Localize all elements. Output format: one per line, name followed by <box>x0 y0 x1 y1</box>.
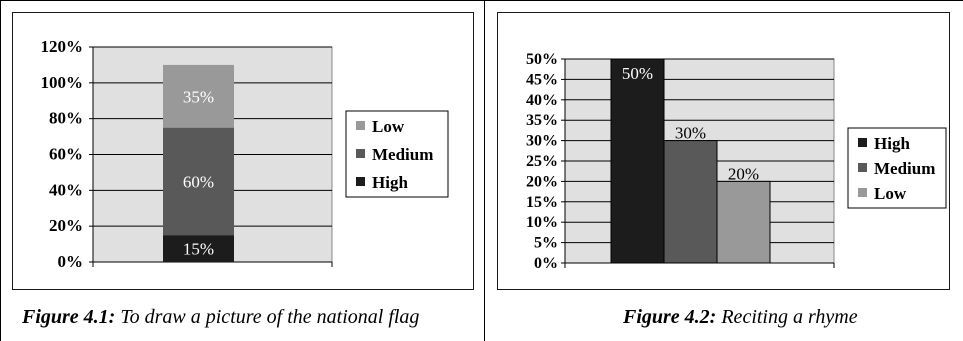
legend-swatch-high <box>356 177 365 186</box>
y-tick-label: 60% <box>49 145 83 164</box>
y-tick-label: 40% <box>49 180 83 199</box>
figure-4-2-caption: Figure 4.2: Reciting a rhyme <box>623 306 858 329</box>
bar-segment-high <box>163 235 234 262</box>
legend-label-high: High <box>372 173 408 192</box>
figure-4-1-text: To draw a picture of the national flag <box>115 306 420 328</box>
legend-swatch-medium <box>858 163 867 172</box>
bar-high <box>610 58 665 264</box>
data-label-medium: 60% <box>183 172 214 191</box>
y-tick-label: 20% <box>49 216 83 235</box>
legend-swatch-medium <box>356 149 365 158</box>
y-tick-label: 10% <box>526 214 558 231</box>
data-label-high: 15% <box>183 240 214 259</box>
legend-label-high: High <box>874 134 910 153</box>
y-tick-label: 5% <box>534 235 558 252</box>
legend-label-low: Low <box>874 184 907 203</box>
left-border <box>0 0 1 341</box>
bar-segment-low <box>163 64 234 128</box>
y-tick-label: 0% <box>534 255 558 272</box>
center-divider <box>484 0 485 341</box>
y-tick-label: 0% <box>58 252 84 271</box>
data-label-medium: 30% <box>675 124 706 143</box>
y-tick-label: 30% <box>526 133 558 150</box>
top-border <box>0 0 963 1</box>
y-tick-label: 35% <box>526 112 558 129</box>
data-label-low: 20% <box>728 164 759 183</box>
legend-label-low: Low <box>372 117 405 136</box>
y-tick-label: 80% <box>49 109 83 128</box>
y-tick-label: 45% <box>526 71 558 88</box>
legend-swatch-high <box>858 138 867 147</box>
bar-segment-medium <box>163 127 234 236</box>
chart-1: 0% 20% 40% 60% 80% 100% 120% 15% 60% 35% Low Medium… <box>41 37 449 271</box>
bar-low <box>716 180 771 264</box>
figure-4-1-caption: Figure 4.1: To draw a picture of the nat… <box>22 306 419 329</box>
y-tick-label: 15% <box>526 194 558 211</box>
data-label-low: 35% <box>183 87 214 106</box>
chart-2: 0% 5% 10% 15% 20% 25% 30% 35% 40% 45% 50% 50% 30% 20%… <box>526 51 947 272</box>
legend-swatch-low <box>858 188 867 197</box>
figure-4-1-number: Figure 4.1: <box>22 306 116 328</box>
y-tick-label: 20% <box>526 173 558 190</box>
figure-4-2-text: Reciting a rhyme <box>716 306 858 328</box>
legend-label-medium: Medium <box>874 159 935 178</box>
legend-swatch-low <box>356 121 365 130</box>
y-tick-label: 25% <box>526 153 558 170</box>
y-tick-label: 100% <box>41 73 84 92</box>
data-label-high: 50% <box>622 64 653 83</box>
figure-4-2-number: Figure 4.2: <box>623 306 717 328</box>
bar-medium <box>663 140 718 264</box>
y-tick-label: 50% <box>526 51 558 68</box>
y-tick-label: 40% <box>526 92 558 109</box>
legend-label-medium: Medium <box>372 145 433 164</box>
y-tick-label: 120% <box>41 37 84 56</box>
